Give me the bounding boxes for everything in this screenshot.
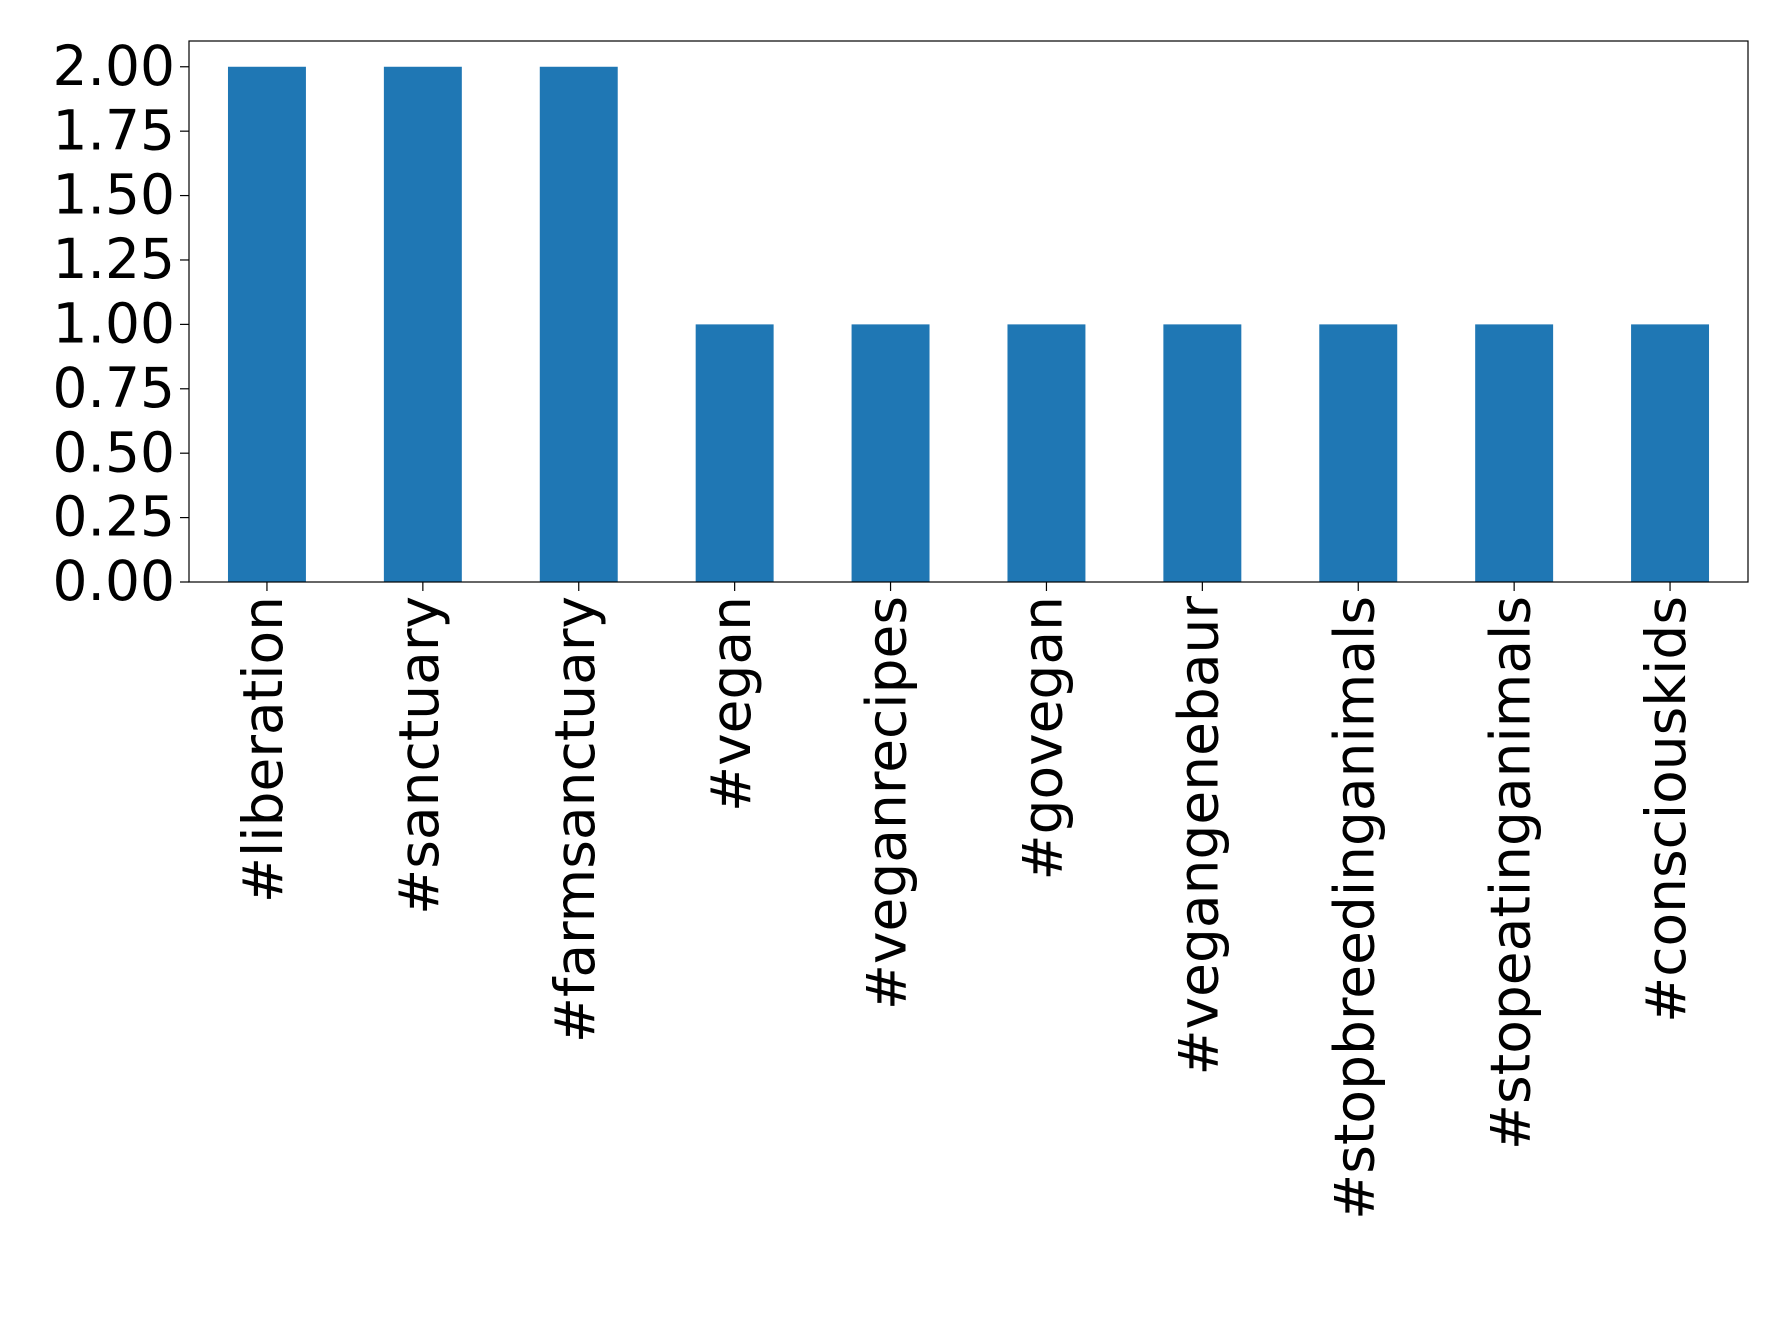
x-tick-label: #farmsanctuary: [543, 596, 607, 1043]
bar: [1163, 324, 1242, 582]
bar: [851, 324, 930, 582]
x-tick-label: #liberation: [231, 596, 295, 903]
bar: [1475, 324, 1554, 582]
bar: [1319, 324, 1398, 582]
plot-frame: [188, 40, 1749, 583]
bar: [227, 66, 306, 582]
bar: [383, 66, 462, 582]
bar: [1007, 324, 1086, 582]
x-tick-label: #veganrecipes: [855, 596, 919, 1010]
x-tick-label: #stopeatinganimals: [1478, 596, 1542, 1150]
bar: [1631, 324, 1710, 582]
y-tick-label: 0.75: [53, 356, 175, 420]
y-tick-label: 0.25: [53, 485, 175, 549]
bar: [539, 66, 618, 582]
x-tick-label: #vegan: [699, 596, 763, 812]
y-tick-label: 1.50: [53, 163, 175, 227]
x-tick-label: #stopbreedinganimals: [1322, 596, 1386, 1220]
x-tick-label: #govegan: [1011, 596, 1075, 881]
y-tick-label: 1.00: [53, 292, 175, 356]
y-tick-label: 2.00: [53, 34, 175, 98]
y-tick-label: 1.25: [53, 227, 175, 291]
x-tick-label: #vegangenebaur: [1166, 596, 1230, 1076]
bar: [695, 324, 774, 582]
x-tick-label: #sanctuary: [387, 596, 451, 915]
y-tick-label: 0.50: [53, 420, 175, 484]
y-tick-label: 1.75: [53, 98, 175, 162]
x-tick-label: #consciouskids: [1634, 596, 1698, 1023]
y-tick-label: 0.00: [53, 549, 175, 613]
